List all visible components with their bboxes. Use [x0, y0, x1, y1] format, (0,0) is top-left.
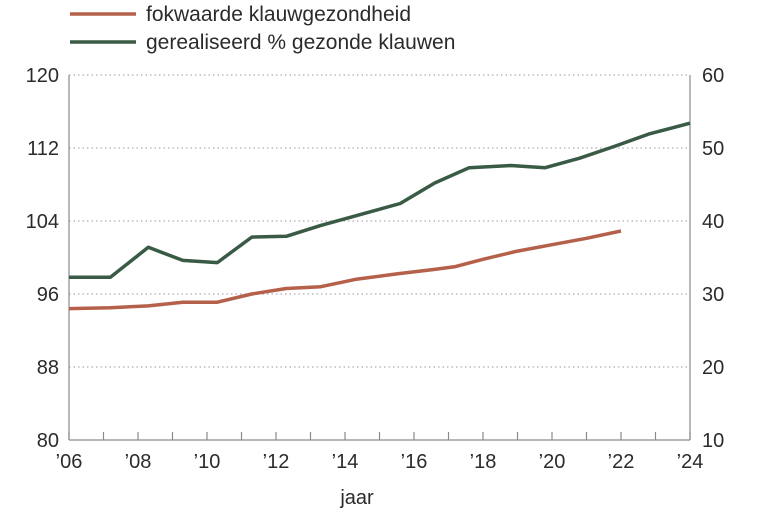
y-left-tick-label-88: 88 [37, 357, 59, 379]
y-right-tick-label-30: 30 [702, 284, 724, 306]
x-tick-label-2016: ’16 [401, 451, 428, 473]
y-left-tick-label-120: 120 [26, 65, 59, 87]
x-tick-label-2012: ’12 [263, 451, 290, 473]
legend-label-fokwaarde: fokwaarde klauwgezondheid [146, 3, 411, 26]
x-axis-labels: ’06 ’08 ’10 ’12 ’14 ’16 ’18 ’20 ’22 ’24 [56, 451, 704, 473]
y-right-tick-label-40: 40 [702, 211, 724, 233]
x-tick-label-2006: ’06 [56, 451, 83, 473]
y-right-tick-label-60: 60 [702, 65, 724, 87]
y-left-tick-label-96: 96 [37, 284, 59, 306]
series-line-fokwaarde [68, 229, 622, 311]
y-left-tick-label-104: 104 [26, 211, 59, 233]
series-lines [68, 121, 691, 311]
x-tick-label-2022: ’22 [608, 451, 635, 473]
y-right-tick-label-20: 20 [702, 357, 724, 379]
y-right-tick-label-50: 50 [702, 138, 724, 160]
x-tick-label-2014: ’14 [332, 451, 359, 473]
x-tick-label-2010: ’10 [194, 451, 221, 473]
y-right-tick-label-10: 10 [702, 430, 724, 452]
y-left-tick-label-112: 112 [27, 138, 59, 160]
x-tick-label-2008: ’08 [125, 451, 152, 473]
legend: fokwaarde klauwgezondheid gerealiseerd %… [70, 3, 455, 54]
x-tick-label-2024: ’24 [677, 451, 704, 473]
x-tick-label-2018: ’18 [470, 451, 497, 473]
series-line-gerealiseerd [69, 121, 691, 279]
y-axis-right-labels: 10 20 30 40 50 60 [702, 65, 724, 452]
y-axis-left-labels: 80 88 96 104 112 120 [26, 65, 59, 452]
x-tick-label-2020: ’20 [539, 451, 566, 473]
axes [68, 75, 691, 441]
y-left-tick-label-80: 80 [37, 430, 59, 452]
x-axis-title: jaar [339, 487, 374, 509]
legend-label-gerealiseerd: gerealiseerd % gezonde klauwen [146, 31, 455, 54]
gridlines [69, 74, 690, 368]
